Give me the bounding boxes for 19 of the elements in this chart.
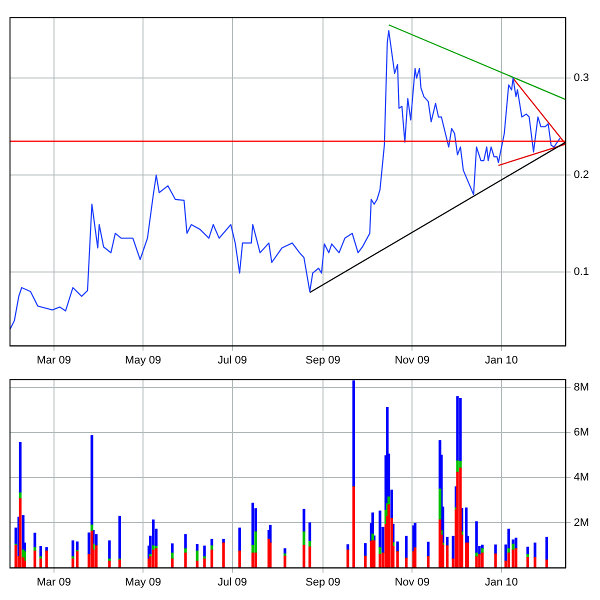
y-tick-label: 6M [574,426,589,439]
y-tick-label: 4M [574,472,589,484]
x-tick-label: Jan 10 [484,576,518,588]
y-tick-label: 8M [574,382,589,394]
y-tick-label: 0.1 [574,266,590,278]
x-tick-label: Nov 09 [394,354,430,366]
x-tick-label: Nov 09 [394,576,430,588]
y-tick-label: 2M [574,516,589,529]
x-tick-label: May 09 [125,354,162,366]
x-tick-label: Sep 09 [306,576,340,588]
x-tick-label: Jul 09 [218,576,247,588]
x-tick-label: Mar 09 [36,354,71,366]
x-tick-label: Jul 09 [218,354,247,366]
x-tick-label: Mar 09 [36,576,71,588]
y-tick-label: 0.3 [574,72,590,84]
y-tick-label: 0.2 [574,169,590,182]
x-tick-label: Sep 09 [306,354,340,366]
x-tick-label: May 09 [125,576,162,588]
x-tick-label: Jan 10 [484,354,518,366]
